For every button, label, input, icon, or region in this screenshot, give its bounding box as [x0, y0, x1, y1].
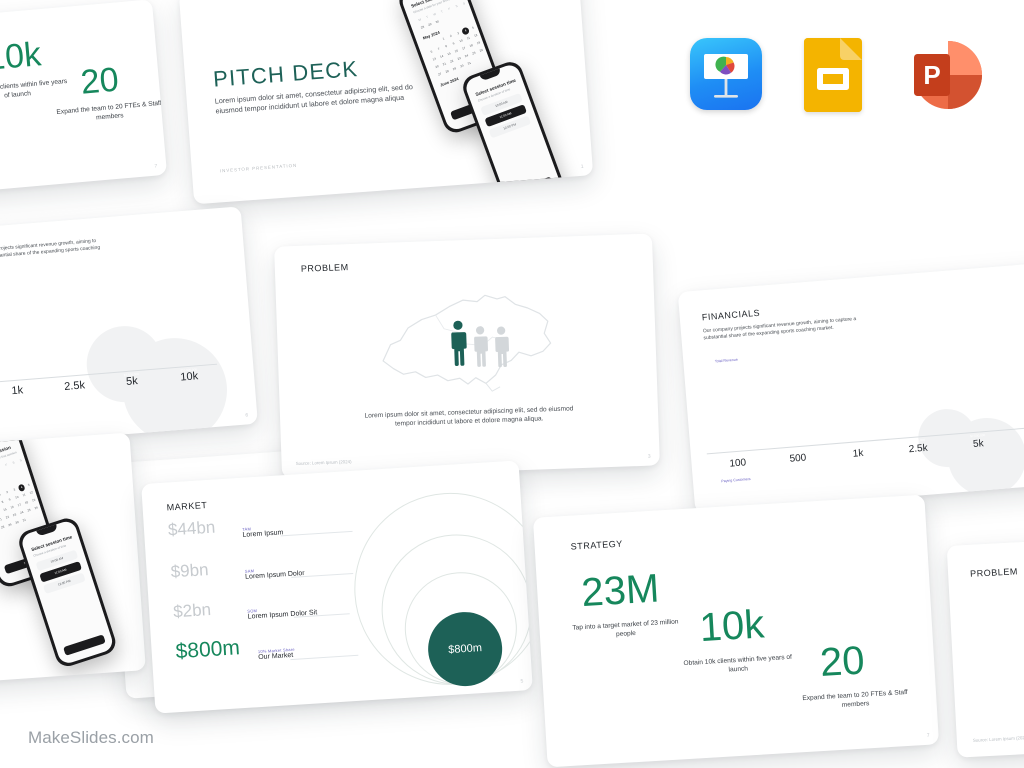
app-icons-group: P — [690, 38, 990, 130]
page-number: 5 — [520, 678, 524, 685]
stat-caption-1: Obtain 10k clients within five years of … — [0, 77, 68, 100]
page-number: 6 — [245, 412, 249, 419]
stat-value-1: 10k — [0, 35, 43, 78]
slide-strategy[interactable]: STRATEGY 23M Tap into a target market of… — [532, 494, 940, 768]
market-row-som: $2bn SOM Lorem Ipsum Dolor Sit — [173, 593, 318, 625]
slide-strategy-partial[interactable]: 10k Obtain 10k clients within five years… — [0, 0, 168, 201]
slide-body-text: Lorem ipsum dolor sit amet, consectetur … — [364, 405, 574, 428]
market-amount: $9bn — [170, 560, 210, 582]
stat-caption-0: Tap into a target market of 23 million p… — [572, 618, 679, 639]
market-amount: $44bn — [167, 517, 216, 540]
slide-problem-partial[interactable]: PROBLEM Source: Lorem Ipsum (2024) — [946, 530, 1024, 758]
market-label: Lorem Ipsum — [242, 529, 284, 539]
slide-title: MARKET — [166, 499, 208, 513]
page-number: 1 — [580, 163, 584, 170]
x-axis-label: Paying Customers — [721, 476, 751, 484]
slide-kicker: INVESTOR PRESENTATION — [219, 162, 298, 174]
map-illustration — [365, 285, 569, 404]
slide-title: PROBLEM — [300, 262, 349, 274]
market-amount: $800m — [175, 636, 241, 664]
phone-mockup-time-picker: Select session time Choose a duration of… — [15, 515, 119, 670]
keynote-icon[interactable] — [690, 38, 762, 110]
phone-screen: Select session time Choose a duration of… — [19, 518, 115, 666]
stat-value-1: 10k — [698, 602, 766, 651]
market-row-our-market: $800m 10% Market Share Our Market — [175, 633, 295, 666]
slide-title: FINANCIALS — [701, 307, 761, 323]
slide-financials-partial[interactable]: Our company projects significant revenue… — [0, 206, 258, 464]
person-icon-highlighted — [448, 320, 470, 372]
person-icon-muted-1 — [471, 325, 491, 373]
market-amount: $2bn — [172, 599, 212, 622]
market-row-tam: $44bn TAM Lorem Ipsum — [167, 513, 283, 543]
slide-financials[interactable]: FINANCIALS Our company projects signific… — [677, 260, 1024, 514]
time-picker-cta[interactable] — [63, 634, 106, 656]
svg-text:P: P — [923, 60, 940, 90]
slide-pitch-deck[interactable]: PITCH DECK Lorem ipsum dolor sit amet, c… — [178, 0, 594, 205]
slide-phone-mockups[interactable]: Select start session date Choose a date … — [0, 432, 146, 694]
stat-value-0: 23M — [580, 566, 661, 616]
person-icon-muted-2 — [492, 325, 512, 373]
time-picker-cta[interactable] — [511, 176, 554, 200]
phone-screen: Select session time Choose a duration of… — [463, 62, 563, 205]
slide-body-text: Our company projects significant revenue… — [0, 237, 101, 262]
source-note: Source: Lorem Ipsum (2024) — [972, 734, 1024, 743]
page-number: 7 — [154, 163, 158, 170]
phone-mockup-time-picker: Select session time Choose a duration of… — [459, 58, 567, 205]
page-number: 3 — [647, 453, 651, 460]
bar-series: $750,000 $1,500,000 $3,750,000 $7,500,00… — [701, 348, 1024, 454]
source-note: Source: Lorem Ipsum (2024) — [295, 459, 352, 467]
market-rings-chart: $800m — [280, 483, 533, 696]
bubble-label: $800m — [447, 642, 483, 657]
slide-market[interactable]: MARKET $800m $44bn TAM Lorem Ipsum $9bn … — [141, 460, 533, 714]
slide-title: PROBLEM — [969, 566, 1019, 579]
stat-caption-2: Expand the team to 20 FTEs & Staff membe… — [802, 688, 908, 709]
watermark: MakeSlides.com — [28, 728, 154, 747]
slide-title: STRATEGY — [570, 538, 624, 552]
page-number: 7 — [926, 732, 930, 739]
market-row-sam: $9bn SAM Lorem Ipsum Dolor — [170, 554, 305, 585]
stat-caption-1: Obtain 10k clients within five years of … — [683, 653, 793, 674]
google-slides-icon[interactable] — [804, 38, 862, 112]
y-axis-label: Total Revenue — [714, 357, 738, 364]
stat-caption-2: Expand the team to 20 FTEs & Staff membe… — [56, 99, 162, 122]
slide-problem[interactable]: PROBLEM — [274, 233, 660, 479]
stat-value-2: 20 — [79, 60, 121, 102]
powerpoint-icon[interactable]: P — [908, 38, 984, 112]
stat-value-2: 20 — [818, 638, 866, 686]
